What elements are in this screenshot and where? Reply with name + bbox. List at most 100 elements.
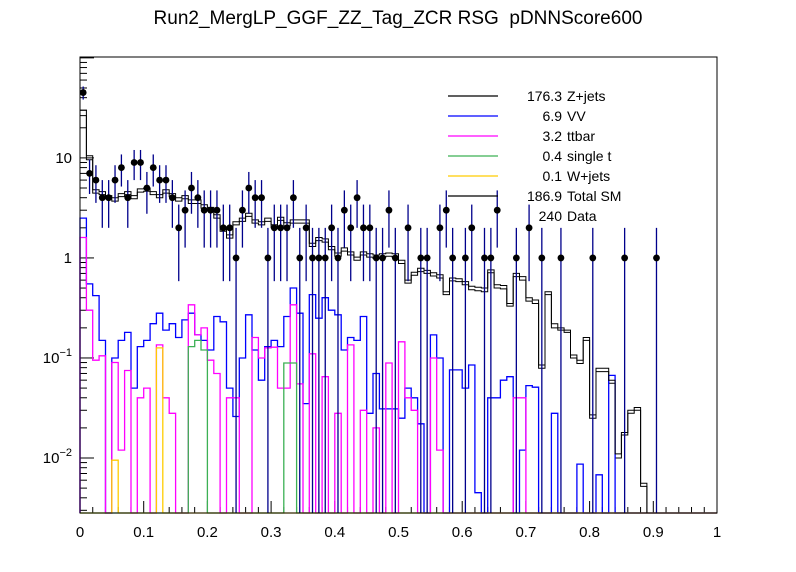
data-marker <box>404 224 412 232</box>
data-marker <box>493 206 501 214</box>
data-marker <box>366 224 374 232</box>
x-tick-label: 0.2 <box>197 524 218 541</box>
data-marker <box>194 194 202 202</box>
legend-value: 176.3 <box>527 88 562 104</box>
data-marker <box>181 206 189 214</box>
data-marker <box>143 184 151 192</box>
data-marker <box>487 254 495 262</box>
data-marker <box>481 254 488 262</box>
data-marker <box>105 194 113 202</box>
data-marker <box>423 254 431 262</box>
data-marker <box>321 254 329 262</box>
data-marker <box>130 159 138 166</box>
legend-value: 6.9 <box>543 108 563 124</box>
data-marker <box>512 254 520 262</box>
data-marker <box>296 254 304 262</box>
data-marker <box>461 254 469 262</box>
data-marker <box>417 254 425 262</box>
data-marker <box>168 194 176 202</box>
legend-label: ttbar <box>567 128 595 144</box>
y-tick-label: 10−1 <box>43 347 72 367</box>
data-marker <box>251 194 259 202</box>
data-marker <box>468 224 476 232</box>
x-tick-label: 0.4 <box>324 524 345 541</box>
data-marker <box>86 169 93 177</box>
data-marker <box>360 224 367 232</box>
histogram-ttbar <box>79 236 717 514</box>
data-marker <box>149 164 157 171</box>
data-marker <box>245 184 253 192</box>
data-marker <box>328 224 336 232</box>
data-marker <box>277 224 285 232</box>
plot-title: Run2_MergLP_GGF_ZZ_Tag_ZCR RSG pDNNScore… <box>154 8 643 29</box>
x-tick-label: 1 <box>713 524 721 541</box>
data-marker <box>621 254 629 262</box>
legend-value: 240 <box>539 208 563 224</box>
legend-label: Z+jets <box>567 88 606 104</box>
data-marker <box>156 176 164 184</box>
legend-value: 3.2 <box>543 128 563 144</box>
data-marker <box>557 254 565 262</box>
legend-label: VV <box>567 108 586 124</box>
data-marker <box>379 254 386 262</box>
plot-frame <box>79 56 718 514</box>
data-points <box>79 86 660 513</box>
legend-value: 186.9 <box>527 188 562 204</box>
data-marker <box>213 206 221 214</box>
data-marker <box>309 254 316 262</box>
data-marker <box>436 224 444 232</box>
x-tick-label: 0.6 <box>452 524 473 541</box>
y-tick-label: 10 <box>55 150 72 167</box>
data-marker <box>162 176 170 184</box>
data-marker <box>525 224 533 232</box>
data-marker <box>315 254 323 262</box>
y-tick-label: 10−2 <box>43 447 72 467</box>
histogram-series <box>79 109 717 514</box>
data-marker <box>239 206 246 214</box>
data-marker <box>92 176 100 184</box>
data-marker <box>124 194 132 202</box>
legend-label: Total SM <box>567 188 621 204</box>
data-marker <box>175 224 183 232</box>
x-tick-label: 0.8 <box>579 524 600 541</box>
data-marker <box>385 206 393 214</box>
x-tick-label: 0.7 <box>515 524 536 541</box>
legend-value: 0.4 <box>543 148 563 164</box>
data-marker <box>283 224 291 232</box>
data-marker <box>340 206 348 214</box>
data-marker <box>79 89 87 96</box>
data-marker <box>232 254 240 262</box>
data-marker <box>219 224 227 232</box>
y-tick-label: 1 <box>64 250 72 267</box>
data-marker <box>334 254 342 262</box>
data-marker <box>442 206 450 214</box>
x-tick-label: 0.1 <box>133 524 154 541</box>
data-marker <box>353 194 361 202</box>
data-marker <box>258 194 265 202</box>
legend-label: W+jets <box>567 168 610 184</box>
legend-label: single t <box>567 148 611 164</box>
data-marker <box>270 224 278 232</box>
legend-value: 0.1 <box>543 168 563 184</box>
data-marker <box>200 206 208 214</box>
data-marker <box>137 159 144 166</box>
data-marker <box>226 224 234 232</box>
data-marker <box>347 224 355 232</box>
x-tick-label: 0.3 <box>261 524 282 541</box>
x-tick-label: 0.5 <box>388 524 409 541</box>
data-marker <box>589 254 597 262</box>
data-marker <box>118 164 125 171</box>
data-marker <box>289 194 297 202</box>
x-tick-label: 0.9 <box>643 524 664 541</box>
data-marker <box>111 176 119 184</box>
data-marker <box>264 254 272 262</box>
data-marker <box>449 254 457 262</box>
data-marker <box>372 254 380 262</box>
x-tick-label: 0 <box>76 524 84 541</box>
data-marker <box>538 254 546 262</box>
legend-label: Data <box>567 208 597 224</box>
data-marker <box>653 254 660 262</box>
